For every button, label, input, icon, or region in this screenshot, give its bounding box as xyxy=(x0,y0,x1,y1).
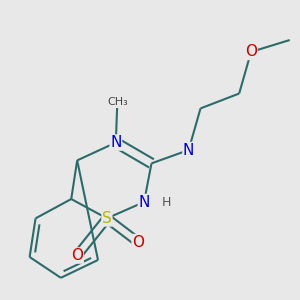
Text: N: N xyxy=(183,142,194,158)
Text: S: S xyxy=(102,211,112,226)
Text: O: O xyxy=(71,248,83,263)
Text: N: N xyxy=(110,135,122,150)
Text: O: O xyxy=(132,235,144,250)
Text: O: O xyxy=(245,44,257,59)
Text: CH₃: CH₃ xyxy=(107,98,128,107)
Text: N: N xyxy=(138,194,150,209)
Text: H: H xyxy=(162,196,171,208)
